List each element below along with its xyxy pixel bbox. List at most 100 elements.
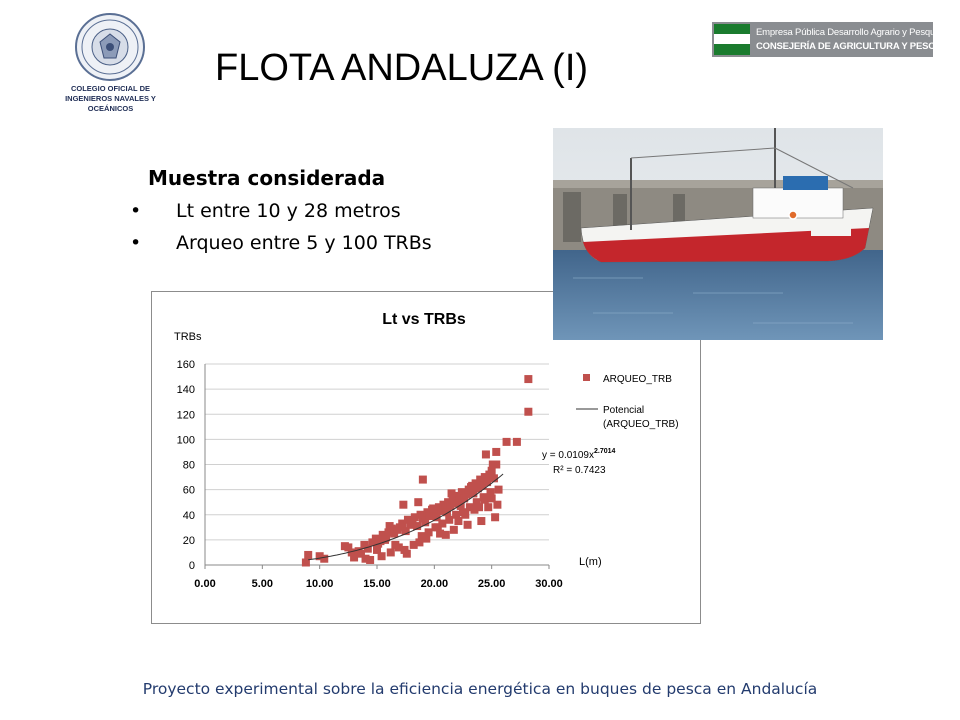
data-point bbox=[437, 506, 446, 515]
data-point bbox=[400, 545, 409, 554]
data-point bbox=[344, 543, 353, 552]
y-tick-label: 80 bbox=[183, 460, 195, 472]
data-point bbox=[446, 501, 455, 510]
data-point bbox=[512, 437, 521, 446]
data-point bbox=[385, 522, 394, 531]
data-point bbox=[494, 485, 503, 494]
data-point bbox=[524, 375, 533, 384]
data-point bbox=[445, 515, 454, 524]
trendline bbox=[308, 473, 504, 561]
chart-title: Lt vs TRBs bbox=[382, 311, 466, 328]
data-point bbox=[436, 529, 445, 538]
data-point bbox=[469, 489, 478, 498]
data-point bbox=[487, 494, 496, 503]
data-point bbox=[456, 501, 465, 510]
junta-andalucia-logo: Empresa Pública Desarrollo Agrario y Pes… bbox=[712, 22, 948, 57]
x-tick-label: 0.00 bbox=[194, 578, 215, 590]
data-point bbox=[478, 481, 487, 490]
data-point bbox=[488, 460, 497, 469]
data-point bbox=[376, 537, 385, 546]
data-point bbox=[524, 407, 533, 416]
equation-text: y = 0.0109x bbox=[542, 450, 594, 461]
data-point bbox=[422, 534, 431, 543]
data-point bbox=[301, 558, 310, 567]
data-point bbox=[386, 548, 395, 557]
data-point bbox=[472, 498, 481, 507]
x-tick-label: 25.00 bbox=[478, 578, 506, 590]
y-tick-label: 20 bbox=[183, 535, 195, 547]
data-point bbox=[421, 518, 430, 527]
data-point bbox=[413, 522, 422, 531]
bullet-dot: • bbox=[130, 200, 142, 222]
bullet-text-length: Lt entre 10 y 28 metros bbox=[176, 200, 401, 222]
data-point bbox=[502, 437, 511, 446]
y-tick-label: 100 bbox=[177, 434, 195, 446]
data-point bbox=[480, 495, 489, 504]
data-point bbox=[480, 473, 489, 482]
colegio-logo: COLEGIO OFICIAL DE INGENIEROS NAVALES Y … bbox=[48, 12, 173, 113]
data-point bbox=[320, 554, 329, 563]
bullet-dot: • bbox=[130, 232, 142, 254]
data-point bbox=[483, 478, 492, 487]
x-tick-label: 5.00 bbox=[252, 578, 273, 590]
data-point bbox=[432, 513, 441, 522]
data-point bbox=[361, 554, 370, 563]
data-point bbox=[452, 510, 461, 519]
x-tick-label: 20.00 bbox=[421, 578, 449, 590]
data-point bbox=[476, 475, 485, 484]
legend-marker bbox=[583, 374, 590, 381]
legend-trend-2: (ARQUEO_TRB) bbox=[603, 419, 679, 430]
data-point bbox=[489, 474, 498, 483]
data-point bbox=[473, 484, 482, 493]
data-point bbox=[475, 503, 484, 512]
x-tick-label: 30.00 bbox=[535, 578, 563, 590]
data-point bbox=[304, 550, 313, 559]
footer-text: Proyecto experimental sobre la eficienci… bbox=[142, 680, 818, 698]
logo-right-line2: CONSEJERÍA DE AGRICULTURA Y PESCA bbox=[756, 41, 942, 52]
data-point bbox=[315, 552, 324, 561]
data-point bbox=[366, 555, 375, 564]
data-point bbox=[463, 520, 472, 529]
data-point bbox=[457, 488, 466, 497]
page-title: FLOTA ANDALUZA (I) bbox=[215, 47, 589, 89]
colegio-seal-icon bbox=[75, 13, 145, 81]
x-axis-label: L(m) bbox=[579, 556, 602, 568]
data-point bbox=[491, 513, 500, 522]
data-point bbox=[371, 534, 380, 543]
data-point bbox=[415, 538, 424, 547]
data-point bbox=[461, 510, 470, 519]
sample-section: Muestra considerada • Lt entre 10 y 28 m… bbox=[130, 166, 432, 254]
y-axis-label: TRBs bbox=[174, 331, 202, 343]
data-point bbox=[449, 525, 458, 534]
bullet-text-tonnage: Arqueo entre 5 y 100 TRBs bbox=[176, 232, 432, 254]
y-tick-label: 40 bbox=[183, 510, 195, 522]
data-point bbox=[414, 498, 423, 507]
equation-exponent: 2.7014 bbox=[594, 448, 616, 455]
data-point bbox=[470, 505, 479, 514]
fishing-boat-image bbox=[553, 128, 883, 340]
data-point bbox=[438, 519, 447, 528]
data-point bbox=[381, 535, 390, 544]
data-point bbox=[377, 552, 386, 561]
data-point bbox=[424, 528, 433, 537]
legend-series: ARQUEO_TRB bbox=[603, 374, 672, 385]
data-point bbox=[398, 519, 407, 528]
data-point bbox=[429, 504, 438, 513]
y-tick-label: 60 bbox=[183, 485, 195, 497]
logo-left-line2: INGENIEROS NAVALES Y OCEÁNICOS bbox=[65, 94, 156, 113]
r-squared-text: R² = 0.7423 bbox=[553, 465, 606, 476]
data-point bbox=[356, 549, 365, 558]
data-point bbox=[399, 500, 408, 509]
data-point bbox=[425, 512, 434, 521]
data-point bbox=[486, 488, 495, 497]
data-point bbox=[477, 517, 486, 526]
y-tick-label: 160 bbox=[177, 359, 195, 371]
data-point bbox=[373, 545, 381, 554]
scatter-chart: Lt vs TRBs TRBs L(m) 0 20 40 60 80 100 120 140 1… bbox=[151, 291, 701, 624]
fishing-boat-photo bbox=[553, 128, 883, 340]
data-point bbox=[462, 490, 471, 499]
data-point bbox=[347, 548, 356, 557]
data-point bbox=[350, 553, 359, 562]
data-point bbox=[450, 499, 459, 508]
data-point bbox=[417, 532, 426, 541]
